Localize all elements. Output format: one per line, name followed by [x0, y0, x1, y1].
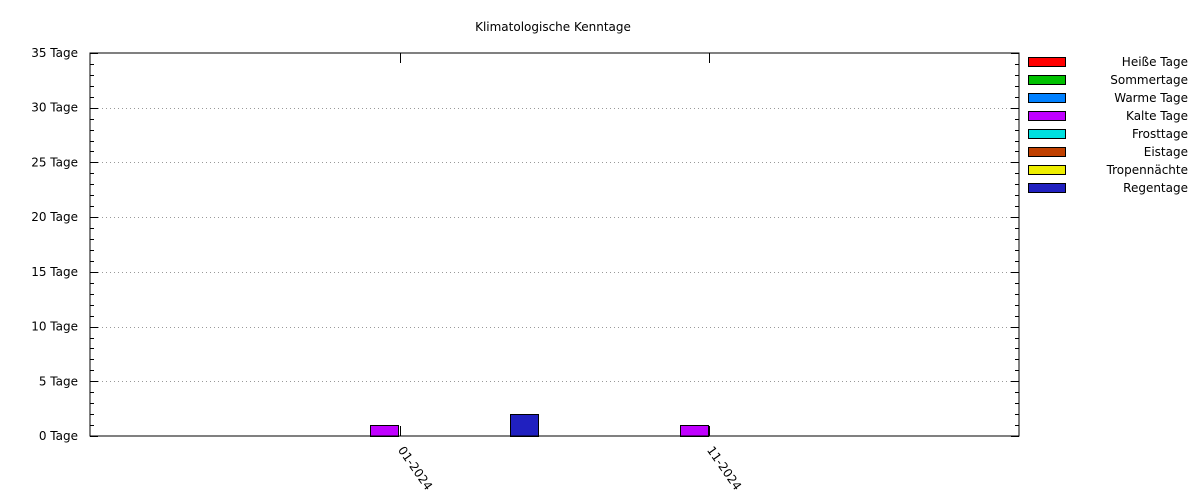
y-tick-label: 25 Tage [31, 155, 78, 169]
y-tick-label: 10 Tage [31, 320, 78, 334]
y-axis: 0 Tage 5 Tage 10 Tage 15 Tage 20 Tage 25 Tage… [31, 46, 78, 443]
x-tick-label: 01-2024 [395, 444, 435, 493]
bar [510, 414, 539, 437]
legend-label: Frosttage [1132, 127, 1188, 141]
legend-swatch [1028, 165, 1066, 175]
x-axis: 01-2024 11-2024 [395, 444, 744, 493]
legend-swatch [1028, 147, 1066, 157]
legend-label: Kalte Tage [1126, 109, 1188, 123]
axis-ticks [90, 53, 1019, 437]
bars [370, 414, 709, 437]
legend-swatch [1028, 75, 1066, 85]
legend-label: Tropennächte [1106, 163, 1188, 177]
chart-title: Klimatologische Kenntage [475, 20, 631, 34]
plot-area [89, 52, 1020, 437]
legend: Heiße Tage Sommertage Warme Tage Kalte Tage… [1028, 55, 1188, 195]
legend-swatch [1028, 93, 1066, 103]
y-tick-label: 35 Tage [31, 46, 78, 60]
grid [90, 108, 1019, 382]
legend-label: Warme Tage [1114, 91, 1188, 105]
legend-label: Heiße Tage [1122, 55, 1188, 69]
y-tick-label: 0 Tage [39, 429, 78, 443]
legend-swatch [1028, 183, 1066, 193]
legend-label: Sommertage [1110, 73, 1188, 87]
y-tick-label: 20 Tage [31, 210, 78, 224]
bar [680, 425, 709, 437]
y-tick-label: 15 Tage [31, 265, 78, 279]
legend-label: Eistage [1144, 145, 1188, 159]
legend-label: Regentage [1123, 181, 1188, 195]
y-tick-label: 30 Tage [31, 101, 78, 115]
legend-swatch [1028, 57, 1066, 67]
legend-swatch [1028, 111, 1066, 121]
bar [370, 425, 399, 437]
x-tick-label: 11-2024 [704, 444, 744, 493]
legend-swatch [1028, 129, 1066, 139]
y-tick-label: 5 Tage [39, 374, 78, 388]
